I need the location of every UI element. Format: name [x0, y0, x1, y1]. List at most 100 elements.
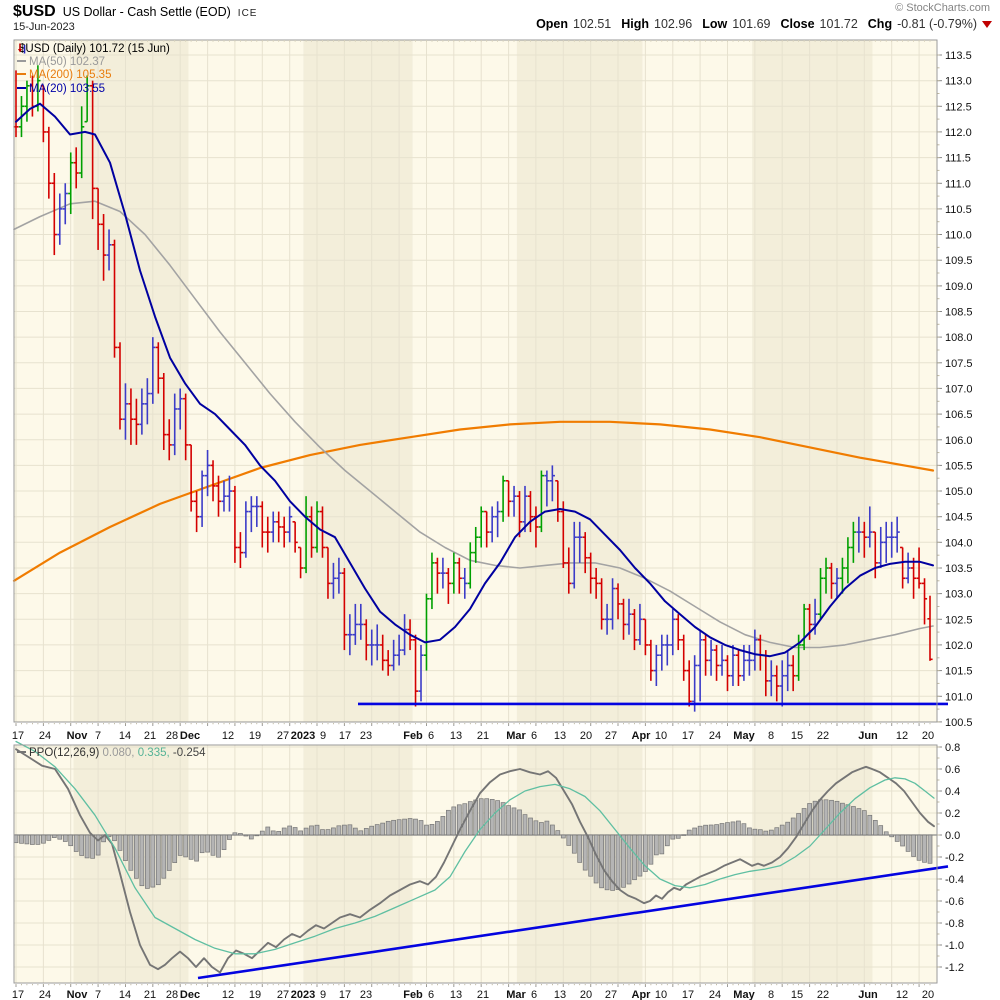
svg-text:13: 13	[554, 989, 566, 1000]
svg-text:28: 28	[166, 730, 178, 742]
low-label: Low	[702, 17, 728, 31]
svg-text:27: 27	[277, 989, 289, 1000]
ma50-swatch-icon	[17, 60, 26, 63]
svg-text:17: 17	[682, 730, 694, 742]
price-legend: $USD (Daily) 101.72 (15 Jun) MA(50) 102.…	[17, 43, 170, 96]
svg-text:20: 20	[922, 730, 934, 742]
svg-text:108.5: 108.5	[945, 307, 973, 319]
svg-text:Jun: Jun	[858, 989, 878, 1000]
svg-text:19: 19	[249, 730, 261, 742]
svg-text:106.5: 106.5	[945, 409, 973, 421]
svg-text:24: 24	[709, 730, 721, 742]
ma20-legend-label: MA(20) 103.55	[29, 82, 106, 95]
symbol: $USD	[13, 3, 56, 20]
svg-text:21: 21	[144, 989, 156, 1000]
ppo-signal-value: 0.335,	[137, 747, 170, 759]
ma20-legend-row: MA(20) 103.55	[17, 83, 170, 96]
series-legend-label: $USD (Daily) 101.72 (15 Jun)	[19, 43, 170, 55]
svg-text:111.5: 111.5	[945, 153, 971, 165]
svg-text:6: 6	[531, 989, 537, 1000]
svg-text:-0.4: -0.4	[945, 874, 964, 886]
svg-text:111.0: 111.0	[945, 178, 971, 190]
svg-text:Mar: Mar	[506, 989, 526, 1000]
svg-text:21: 21	[144, 730, 156, 742]
svg-text:22: 22	[817, 989, 829, 1000]
svg-text:Dec: Dec	[180, 730, 200, 742]
svg-text:0.8: 0.8	[945, 742, 960, 754]
ma200-legend-row: MA(200) 105.35	[17, 69, 170, 82]
svg-text:28: 28	[166, 989, 178, 1000]
svg-text:108.0: 108.0	[945, 332, 973, 344]
svg-text:10: 10	[655, 730, 667, 742]
svg-text:17: 17	[339, 730, 351, 742]
svg-text:Nov: Nov	[67, 989, 89, 1000]
svg-text:15: 15	[791, 989, 803, 1000]
svg-text:109.5: 109.5	[945, 255, 973, 267]
svg-text:24: 24	[39, 730, 51, 742]
svg-text:112.0: 112.0	[945, 127, 972, 139]
svg-text:15: 15	[791, 730, 803, 742]
svg-text:102.0: 102.0	[945, 640, 973, 652]
svg-text:Jun: Jun	[858, 730, 878, 742]
svg-text:101.0: 101.0	[945, 691, 973, 703]
svg-text:24: 24	[39, 989, 51, 1000]
change-down-triangle-icon[interactable]	[982, 20, 992, 28]
open-value: 102.51	[573, 17, 612, 31]
svg-text:27: 27	[605, 989, 617, 1000]
svg-text:113.0: 113.0	[945, 76, 972, 88]
ppo-legend-name: PPO(12,26,9)	[29, 747, 100, 759]
ma20-swatch-icon	[17, 86, 26, 89]
ma50-legend-label: MA(50) 102.37	[29, 56, 106, 69]
svg-text:-1.2: -1.2	[945, 962, 964, 974]
svg-text:0.6: 0.6	[945, 764, 960, 776]
svg-text:14: 14	[119, 989, 131, 1000]
svg-text:101.5: 101.5	[945, 666, 973, 678]
svg-text:Mar: Mar	[506, 730, 526, 742]
ma200-legend-label: MA(200) 105.35	[29, 69, 112, 82]
svg-text:12: 12	[222, 989, 234, 1000]
svg-text:14: 14	[119, 730, 131, 742]
close-label: Close	[780, 17, 815, 31]
svg-text:0.4: 0.4	[945, 786, 960, 798]
svg-text:7: 7	[95, 730, 101, 742]
svg-text:20: 20	[922, 989, 934, 1000]
svg-text:-0.8: -0.8	[945, 918, 964, 930]
svg-text:Apr: Apr	[632, 730, 652, 742]
exchange-label: ICE	[237, 8, 258, 19]
svg-text:103.0: 103.0	[945, 589, 973, 601]
svg-text:6: 6	[428, 989, 434, 1000]
svg-text:12: 12	[896, 989, 908, 1000]
svg-text:110.0: 110.0	[945, 230, 972, 242]
svg-text:-1.0: -1.0	[945, 940, 964, 952]
close-value: 101.72	[819, 17, 858, 31]
series-legend-row: $USD (Daily) 101.72 (15 Jun)	[17, 43, 170, 56]
svg-text:100.5: 100.5	[945, 717, 973, 729]
svg-text:13: 13	[554, 730, 566, 742]
svg-text:0.0: 0.0	[945, 830, 960, 842]
low-value: 101.69	[732, 17, 771, 31]
svg-text:17: 17	[12, 989, 24, 1000]
svg-text:105.5: 105.5	[945, 460, 973, 472]
svg-text:109.0: 109.0	[945, 281, 973, 293]
svg-text:107.0: 107.0	[945, 383, 973, 395]
svg-text:17: 17	[339, 989, 351, 1000]
svg-text:Feb: Feb	[403, 989, 423, 1000]
svg-text:112.5: 112.5	[945, 101, 972, 113]
svg-text:10: 10	[655, 989, 667, 1000]
svg-text:8: 8	[768, 730, 774, 742]
svg-text:Feb: Feb	[403, 730, 423, 742]
header: $USD US Dollar - Cash Settle (EOD) ICE	[13, 3, 257, 21]
svg-text:27: 27	[605, 730, 617, 742]
svg-text:May: May	[733, 730, 755, 742]
svg-text:2023: 2023	[291, 989, 315, 1000]
svg-text:0.2: 0.2	[945, 808, 960, 820]
svg-text:17: 17	[12, 730, 24, 742]
svg-text:13: 13	[450, 989, 462, 1000]
svg-text:107.5: 107.5	[945, 358, 973, 370]
open-label: Open	[536, 17, 569, 31]
ppo-hist-value: -0.254	[172, 747, 206, 759]
ma50-legend-row: MA(50) 102.37	[17, 56, 170, 69]
svg-text:27: 27	[277, 730, 289, 742]
svg-text:17: 17	[682, 989, 694, 1000]
